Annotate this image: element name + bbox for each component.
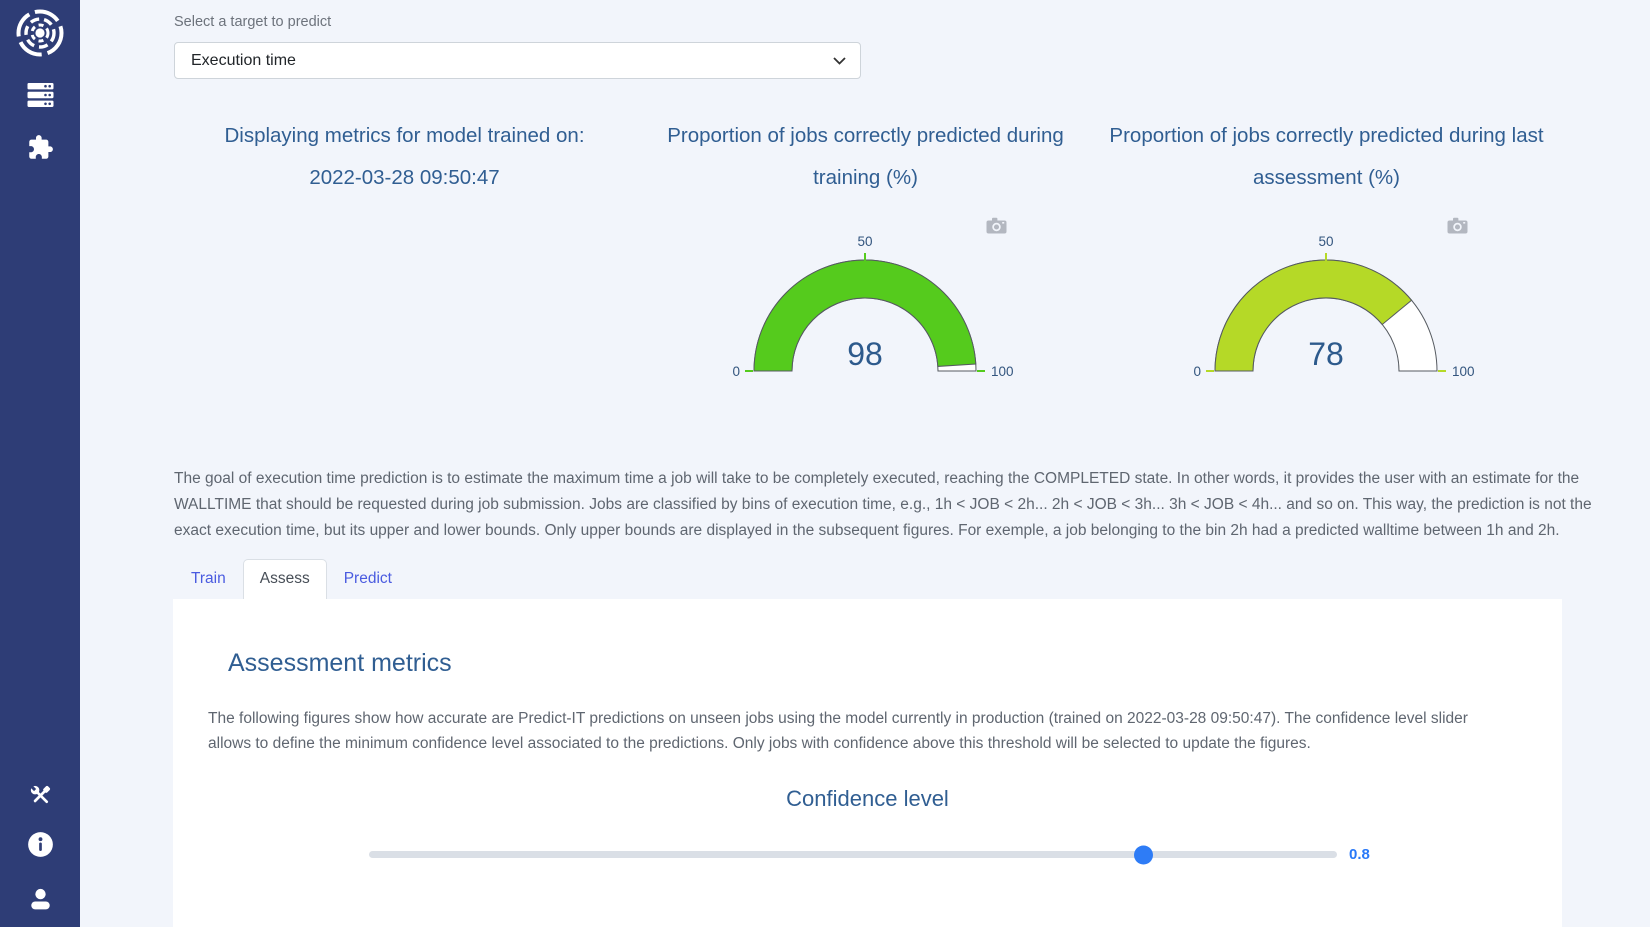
tab-train[interactable]: Train xyxy=(191,570,226,587)
top-section: Select a target to predict Execution tim… xyxy=(80,0,1650,599)
camera-icon[interactable] xyxy=(1447,217,1468,239)
confidence-slider-track[interactable] xyxy=(369,845,1337,864)
target-select-label: Select a target to predict xyxy=(174,14,332,30)
servers-icon xyxy=(27,83,53,107)
gauge-training-title: Proportion of jobs correctly predicted d… xyxy=(667,124,1064,189)
sidebar-item-models[interactable] xyxy=(27,134,54,161)
gauge-tick-mid: 50 xyxy=(857,234,872,249)
confidence-title: Confidence level xyxy=(786,786,949,811)
model-info: Displaying metrics for model trained on:… xyxy=(174,115,635,384)
gauge-tick-min: 0 xyxy=(732,364,740,379)
confidence-slider-row: 0.8 xyxy=(369,845,1562,864)
sidebar xyxy=(0,0,80,927)
gauge-fill xyxy=(1214,259,1413,372)
tab-assess[interactable]: Assess xyxy=(242,559,327,599)
sidebar-item-jobs[interactable] xyxy=(27,82,54,108)
assessment-title: Assessment metrics xyxy=(228,649,452,677)
chevron-down-icon xyxy=(833,56,846,65)
sidebar-item-settings[interactable] xyxy=(27,782,54,809)
assess-panel: Assessment metrics The following figures… xyxy=(173,599,1562,927)
tab-predict[interactable]: Predict xyxy=(343,570,392,587)
confidence-slider-thumb[interactable] xyxy=(1134,845,1154,864)
gauge-tick-min: 0 xyxy=(1193,364,1201,379)
user-icon xyxy=(30,888,50,910)
gauge-training-column: Proportion of jobs correctly predicted d… xyxy=(635,115,1096,384)
metrics-row: Displaying metrics for model trained on:… xyxy=(174,115,1562,384)
tab-bar: Train Assess Predict xyxy=(174,559,1562,599)
model-info-line2: 2022-03-28 09:50:47 xyxy=(309,166,500,189)
info-icon xyxy=(27,832,53,857)
model-info-line1: Displaying metrics for model trained on: xyxy=(224,124,585,147)
gauge-tick-max: 100 xyxy=(1452,364,1475,379)
camera-icon[interactable] xyxy=(986,217,1007,239)
gauge-tick-mid: 50 xyxy=(1318,234,1333,249)
gauge-tick-max: 100 xyxy=(991,364,1014,379)
main-content: Select a target to predict Execution tim… xyxy=(80,0,1650,927)
confidence-slider-value: 0.8 xyxy=(1349,846,1370,863)
target-description: The goal of execution time prediction is… xyxy=(174,470,1592,539)
logo-icon xyxy=(16,9,64,57)
gauge-training: 0 50 100 98 xyxy=(635,199,1095,384)
puzzle-icon xyxy=(28,135,53,159)
gauge-value: 98 xyxy=(847,336,883,372)
sidebar-item-about[interactable] xyxy=(27,831,54,858)
target-select[interactable]: Execution time xyxy=(174,42,861,79)
tools-icon xyxy=(30,785,50,804)
target-select-value: Execution time xyxy=(191,51,296,69)
app-logo[interactable] xyxy=(15,8,65,58)
assessment-description: The following figures show how accurate … xyxy=(208,710,1468,752)
gauge-assessment-column: Proportion of jobs correctly predicted d… xyxy=(1096,115,1557,384)
sidebar-item-account[interactable] xyxy=(27,886,54,913)
gauge-value: 78 xyxy=(1308,336,1344,372)
gauge-assessment: 0 50 100 78 xyxy=(1096,199,1556,384)
gauge-assessment-title: Proportion of jobs correctly predicted d… xyxy=(1109,124,1544,189)
gauge-fill xyxy=(753,259,977,372)
